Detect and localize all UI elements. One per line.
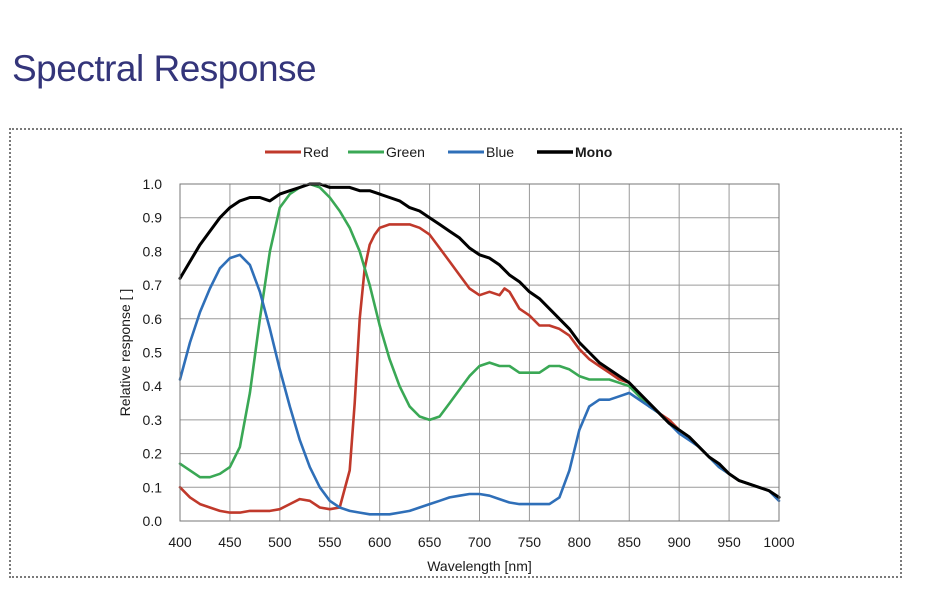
page-title: Spectral Response [12,48,317,89]
x-tick-label: 400 [168,534,192,550]
x-tick-label: 550 [318,534,342,550]
y-tick-label: 0.4 [143,378,163,394]
y-tick-label: 0.0 [143,513,163,529]
y-tick-label: 0.2 [143,446,163,462]
y-tick-label: 0.6 [143,311,163,327]
x-tick-label: 1000 [763,534,794,550]
series-line-blue [178,253,781,516]
plot-border [179,183,780,522]
y-tick-label: 1.0 [143,176,163,192]
y-axis-label: Relative response [ ] [117,289,133,417]
x-tick-label: 650 [418,534,442,550]
y-tick-label: 0.5 [143,345,163,361]
series-line-red [178,223,781,514]
series-lines [178,182,781,516]
y-tick-label: 0.7 [143,277,163,293]
x-tick-label: 750 [518,534,542,550]
x-tick-labels: 400 450 500 550 600 650 700 750 800 850 900 950 1000 [168,534,794,550]
legend-label-red: Red [303,144,329,160]
x-tick-label: 900 [667,534,691,550]
y-tick-label: 0.8 [143,243,163,259]
x-tick-label: 700 [468,534,492,550]
y-tick-label: 0.9 [143,210,163,226]
x-tick-label: 950 [717,534,741,550]
x-tick-label: 450 [218,534,242,550]
x-tick-label: 800 [568,534,592,550]
x-tick-label: 500 [268,534,292,550]
chart-background [82,138,802,570]
chart-frame [9,128,902,578]
y-tick-label: 0.1 [143,479,163,495]
x-axis-label: Wavelength [nm] [427,558,532,574]
legend-label-blue: Blue [486,144,514,160]
y-tick-labels: 0.0 0.1 0.2 0.3 0.4 0.5 0.6 0.7 0.8 0.9 1.0 [143,176,163,529]
series-line-mono [178,182,781,499]
legend-label-green: Green [386,144,425,160]
x-tick-label: 600 [368,534,392,550]
legend: Red Green Blue Mono [265,144,612,160]
y-tick-label: 0.3 [143,412,163,428]
x-tick-label: 850 [618,534,642,550]
legend-label-mono: Mono [575,144,612,160]
